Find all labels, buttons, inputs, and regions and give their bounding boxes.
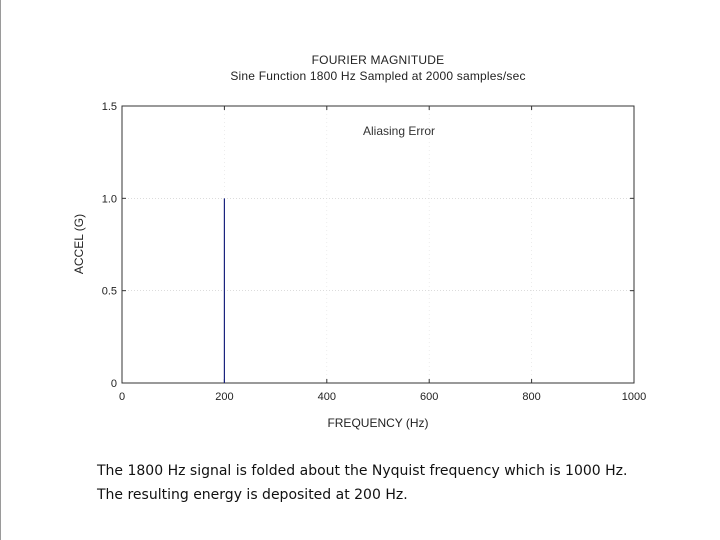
y-tick-label: 1.5 xyxy=(102,101,117,113)
caption-line-2: The resulting energy is deposited at 200… xyxy=(97,487,408,503)
aliasing-annotation: Aliasing Error xyxy=(363,124,436,138)
chart-title: FOURIER MAGNITUDE xyxy=(311,53,445,67)
y-tick-label: 0.5 xyxy=(102,286,117,298)
x-tick-label: 400 xyxy=(318,391,336,403)
plot-frame xyxy=(121,105,635,384)
x-tick-label: 0 xyxy=(119,391,125,403)
x-tick-label: 200 xyxy=(215,391,233,403)
x-tick-label: 1000 xyxy=(622,391,646,403)
caption-line-1: The 1800 Hz signal is folded about the N… xyxy=(97,463,628,479)
x-tick-label: 600 xyxy=(420,391,438,403)
y-tick-label: 0 xyxy=(111,378,117,390)
x-axis-label: FREQUENCY (Hz) xyxy=(327,416,429,430)
y-axis-label: ACCEL (G) xyxy=(72,213,86,275)
left-frame-border xyxy=(0,0,1,540)
y-tick-label: 1.0 xyxy=(102,193,117,205)
fourier-chart: 0 200 400 600 800 1000 0 0.5 1.0 1.5 FOURIER MAGN… xyxy=(72,53,647,430)
chart-plot-svg: 0 200 400 600 800 1000 0 0.5 1.0 1.5 xyxy=(102,101,647,403)
caption: The 1800 Hz signal is folded about the N… xyxy=(97,459,697,507)
chart-subtitle: Sine Function 1800 Hz Sampled at 2000 sa… xyxy=(230,69,526,83)
x-tick-label: 800 xyxy=(522,391,540,403)
